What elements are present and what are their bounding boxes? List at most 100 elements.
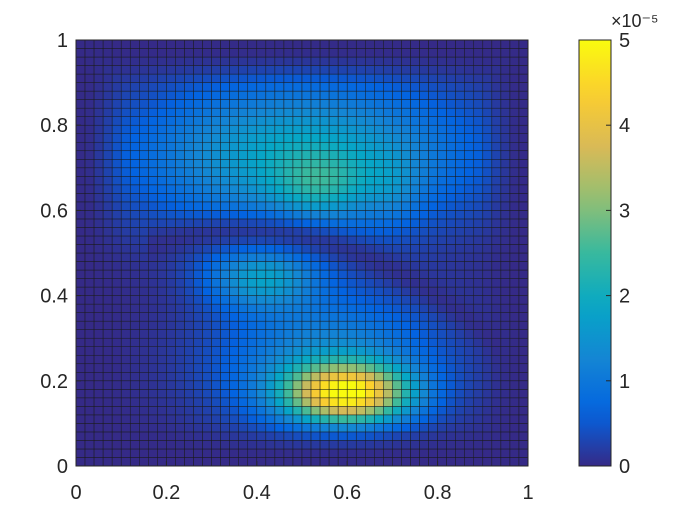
heatmap-cell [102,107,113,117]
heatmap-cell [401,141,411,152]
heatmap-cell [175,99,185,109]
heatmap-cell [157,286,167,296]
heatmap-cell [139,448,149,458]
heatmap-cell [139,372,149,382]
heatmap-cell [229,261,239,271]
heatmap-cell [75,423,86,433]
heatmap-cell [256,448,267,458]
heatmap-cell [93,278,104,288]
heatmap-cell [211,414,221,424]
heatmap-cell [374,159,384,169]
heatmap-cell [518,244,529,254]
heatmap-cell [292,380,303,390]
heatmap-cell [401,389,411,399]
heatmap-cell [437,312,447,322]
heatmap-cell [111,363,122,373]
heatmap-cell [148,431,158,441]
heatmap-cell [84,363,95,373]
heatmap-cell [337,150,348,160]
heatmap-cell [419,252,429,262]
heatmap-cell [184,312,194,322]
heatmap-cell [120,286,131,296]
heatmap-cell [184,150,194,160]
heatmap-cell [464,116,475,126]
heatmap-cell [75,99,86,109]
heatmap-cell [374,73,384,83]
heatmap-cell [211,423,221,433]
heatmap-cell [265,159,276,169]
heatmap-cell [157,431,167,441]
heatmap-cell [111,133,122,143]
heatmap-cell [274,244,285,254]
heatmap-cell [455,286,465,296]
heatmap-cell [166,261,176,271]
heatmap-cell [328,278,339,288]
heatmap-cell [220,244,230,254]
heatmap-cell [355,150,366,160]
heatmap-cell [157,56,167,66]
heatmap-cell [518,295,529,305]
heatmap-cell [75,389,86,399]
heatmap-cell [392,372,402,382]
heatmap-cell [157,150,167,160]
heatmap-cell [283,159,294,169]
heatmap-cell [410,133,420,143]
heatmap-cell [129,107,140,117]
heatmap-cell [139,107,149,117]
heatmap-cell [129,303,140,313]
heatmap-cell [464,397,475,407]
heatmap-cell [247,372,258,382]
heatmap-cell [84,252,95,262]
heatmap-cell [157,65,167,75]
heatmap-cell [518,423,529,433]
heatmap-cell [283,124,294,134]
heatmap-cell [229,39,239,49]
heatmap-cell [365,380,375,390]
heatmap-cell [175,269,185,279]
heatmap-cell [75,448,86,458]
heatmap-cell [374,431,384,441]
heatmap-cell [455,90,465,100]
heatmap-cell [256,210,267,220]
heatmap-cell [328,440,339,450]
heatmap-cell [274,167,285,177]
heatmap-cell [283,73,294,83]
heatmap-cell [482,431,493,441]
heatmap-cell [238,133,249,143]
heatmap-cell [464,56,475,66]
heatmap-cell [157,124,167,134]
heatmap-cell [211,90,221,100]
heatmap-cell [482,193,493,203]
heatmap-cell [175,414,185,424]
heatmap-cell [374,116,384,126]
heatmap-cell [500,431,511,441]
heatmap-cell [392,116,402,126]
heatmap-cell [392,141,402,152]
heatmap-cell [238,431,249,441]
heatmap-cell [247,320,258,330]
heatmap-cell [184,39,194,49]
heatmap-cell [229,48,239,58]
heatmap-cell [319,99,330,109]
heatmap-cell [455,133,465,143]
heatmap-cell [102,252,113,262]
heatmap-cell [75,48,86,58]
heatmap-cell [301,218,312,228]
heatmap-cell [518,440,529,450]
heatmap-cell [346,116,357,126]
heatmap-cell [437,218,447,228]
heatmap-cell [102,363,113,373]
heatmap-cell [428,116,438,126]
heatmap-cell [392,73,402,83]
heatmap-cell [184,159,194,169]
heatmap-cell [482,141,493,152]
heatmap-cell [482,159,493,169]
heatmap-cell [518,73,529,83]
heatmap-cell [383,414,393,424]
heatmap-cell [139,252,149,262]
heatmap-cell [319,218,330,228]
heatmap-cell [120,218,131,228]
heatmap-cell [157,346,167,356]
heatmap-cell [392,159,402,169]
heatmap-cell [374,235,384,245]
